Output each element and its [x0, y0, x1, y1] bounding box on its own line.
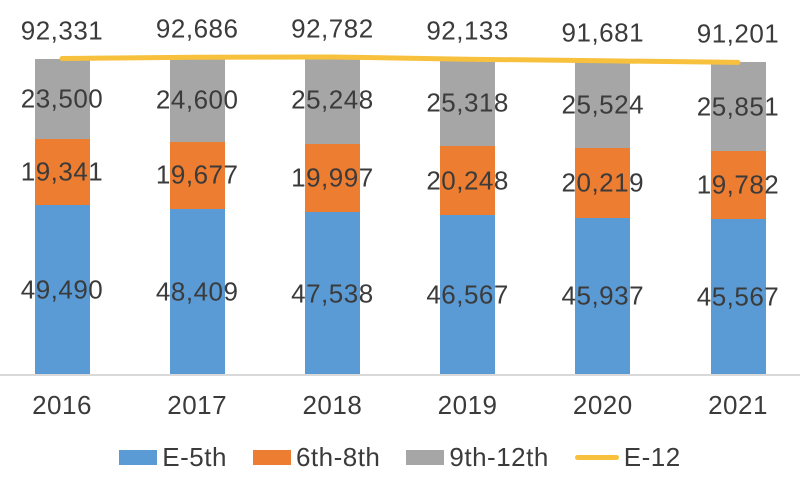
bar-2019-e-5th [440, 215, 496, 375]
bar-2016-9th-12th [34, 58, 90, 139]
value-label-2018-6th-8th: 19,997 [291, 162, 374, 193]
value-label-2021-9th-12th: 25,851 [696, 91, 780, 122]
x-tick-2018: 2018 [302, 390, 363, 420]
x-tick-2020: 2020 [572, 390, 633, 420]
legend-line-swatch-e12 [574, 455, 619, 460]
bar-2017-9th-12th [169, 57, 225, 142]
legend-item-6th-8th: 6th-8th [252, 442, 381, 473]
value-label-2016-6th-8th: 19,341 [20, 156, 104, 187]
x-axis-line [0, 374, 800, 376]
bar-2020-9th-12th [575, 60, 631, 149]
total-label-2016: 92,331 [20, 15, 104, 45]
legend-swatch-9th-12th [406, 450, 445, 465]
value-label-2016-e-5th: 49,490 [20, 274, 104, 305]
value-label-2016-9th-12th: 23,500 [20, 83, 104, 114]
total-label-2019: 92,133 [426, 15, 509, 46]
value-label-2019-9th-12th: 25,318 [426, 87, 509, 118]
value-label-2017-6th-8th: 19,677 [155, 159, 239, 190]
bar-2019-9th-12th [440, 59, 496, 146]
x-tick-2016: 2016 [32, 390, 92, 420]
x-tick-2017: 2017 [167, 390, 228, 420]
legend-label-9th-12th: 9th-12th [449, 442, 549, 472]
legend: E-5th 6th-8th 9th-12th E-12 [0, 442, 800, 473]
x-tick-2019: 2019 [437, 390, 498, 420]
legend-label-e5th: E-5th [162, 442, 227, 472]
bar-2020-e-5th [575, 217, 631, 375]
value-label-2017-e-5th: 48,409 [155, 276, 239, 307]
value-label-2017-9th-12th: 24,600 [155, 84, 239, 114]
legend-item-e5th: E-5th [119, 442, 227, 473]
bar-2021-9th-12th [710, 62, 766, 151]
bar-2018-9th-12th [304, 57, 360, 144]
bar-2017-6th-8th [169, 141, 225, 209]
legend-item-9th-12th: 9th-12th [406, 442, 548, 473]
total-label-2021: 91,201 [696, 18, 780, 49]
bar-2021-e-5th [710, 218, 766, 375]
bar-2017-e-5th [169, 209, 225, 375]
legend-swatch-e5th [119, 450, 158, 465]
total-label-2018: 92,782 [291, 13, 374, 44]
value-label-2021-e-5th: 45,567 [696, 281, 780, 312]
legend-swatch-6th-8th [252, 450, 291, 465]
value-label-2018-9th-12th: 25,248 [291, 84, 374, 115]
value-label-2019-e-5th: 46,567 [426, 279, 509, 310]
bar-2016-6th-8th [34, 139, 90, 206]
legend-item-e12: E-12 [574, 442, 681, 473]
bar-2016-e-5th [34, 205, 90, 375]
value-label-2021-6th-8th: 19,782 [696, 169, 780, 200]
value-label-2020-e-5th: 45,937 [561, 280, 645, 311]
value-label-2020-6th-8th: 20,219 [561, 167, 645, 198]
bar-2019-6th-8th [440, 146, 496, 216]
bar-2020-6th-8th [575, 148, 631, 218]
value-label-2019-6th-8th: 20,248 [426, 165, 509, 196]
bar-2021-6th-8th [710, 151, 766, 219]
value-label-2018-e-5th: 47,538 [291, 278, 374, 308]
x-tick-2021: 2021 [708, 390, 768, 420]
legend-label-6th-8th: 6th-8th [295, 442, 381, 472]
value-label-2020-9th-12th: 25,524 [561, 89, 645, 119]
total-label-2020: 91,681 [561, 17, 645, 48]
total-label-2017: 92,686 [155, 13, 239, 44]
bar-2018-e-5th [304, 212, 360, 375]
bar-2018-6th-8th [304, 143, 360, 212]
legend-label-e12: E-12 [623, 442, 681, 472]
